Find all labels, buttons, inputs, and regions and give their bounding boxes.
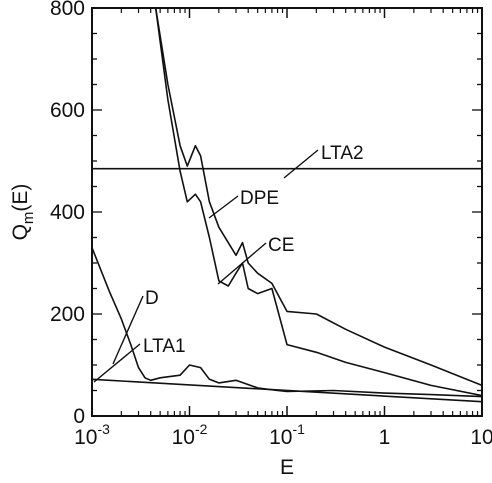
label-dpe: DPE bbox=[240, 188, 279, 209]
y-axis-title: Qm(E) bbox=[9, 184, 37, 241]
x-tick-label-exponent: -2 bbox=[195, 421, 208, 437]
y-tick-label: 0 bbox=[73, 405, 85, 428]
x-tick-label-base: 10 bbox=[172, 426, 195, 449]
x-tick-label-exponent: -1 bbox=[292, 421, 305, 437]
series-layer bbox=[92, 8, 482, 403]
series-line-lta1 bbox=[92, 378, 482, 403]
series-line-d bbox=[92, 247, 482, 398]
leader-dpe bbox=[208, 195, 239, 219]
x-tick-label-base: 10 bbox=[470, 426, 492, 449]
leader-ce bbox=[217, 242, 267, 285]
x-tick-label-exponent: -3 bbox=[97, 421, 110, 437]
x-axis-title: E bbox=[280, 456, 294, 479]
label-d: D bbox=[145, 288, 159, 309]
y-tick-label: 200 bbox=[50, 303, 85, 326]
x-tick-label: 10-3 bbox=[74, 421, 110, 449]
label-lta2: LTA2 bbox=[321, 143, 364, 164]
series-line-ce bbox=[154, 8, 482, 397]
y-axis-title-subscript: m bbox=[20, 212, 37, 225]
y-tick-label: 400 bbox=[50, 201, 85, 224]
x-tick-label-base: 10 bbox=[269, 426, 292, 449]
leader-d bbox=[112, 295, 144, 365]
x-tick-label-base: 10 bbox=[74, 426, 97, 449]
x-tick-label: 1 bbox=[379, 426, 391, 449]
y-axis-title-arg: (E) bbox=[9, 184, 32, 212]
label-ce: CE bbox=[268, 235, 294, 256]
y-tick-label: 600 bbox=[50, 99, 85, 122]
leader-lta2 bbox=[283, 149, 319, 179]
x-tick-label: 10-2 bbox=[172, 421, 208, 449]
x-tick-label-base: 1 bbox=[379, 426, 391, 449]
x-tick-label: 10-1 bbox=[269, 421, 305, 449]
label-leader-lines bbox=[93, 149, 319, 383]
leader-lta1 bbox=[93, 343, 141, 383]
label-lta1: LTA1 bbox=[143, 336, 186, 357]
series-line-dpe bbox=[154, 8, 482, 387]
x-tick-label: 10 bbox=[470, 426, 492, 449]
y-tick-label: 800 bbox=[50, 0, 85, 20]
y-axis-title-main: Q bbox=[9, 224, 32, 240]
